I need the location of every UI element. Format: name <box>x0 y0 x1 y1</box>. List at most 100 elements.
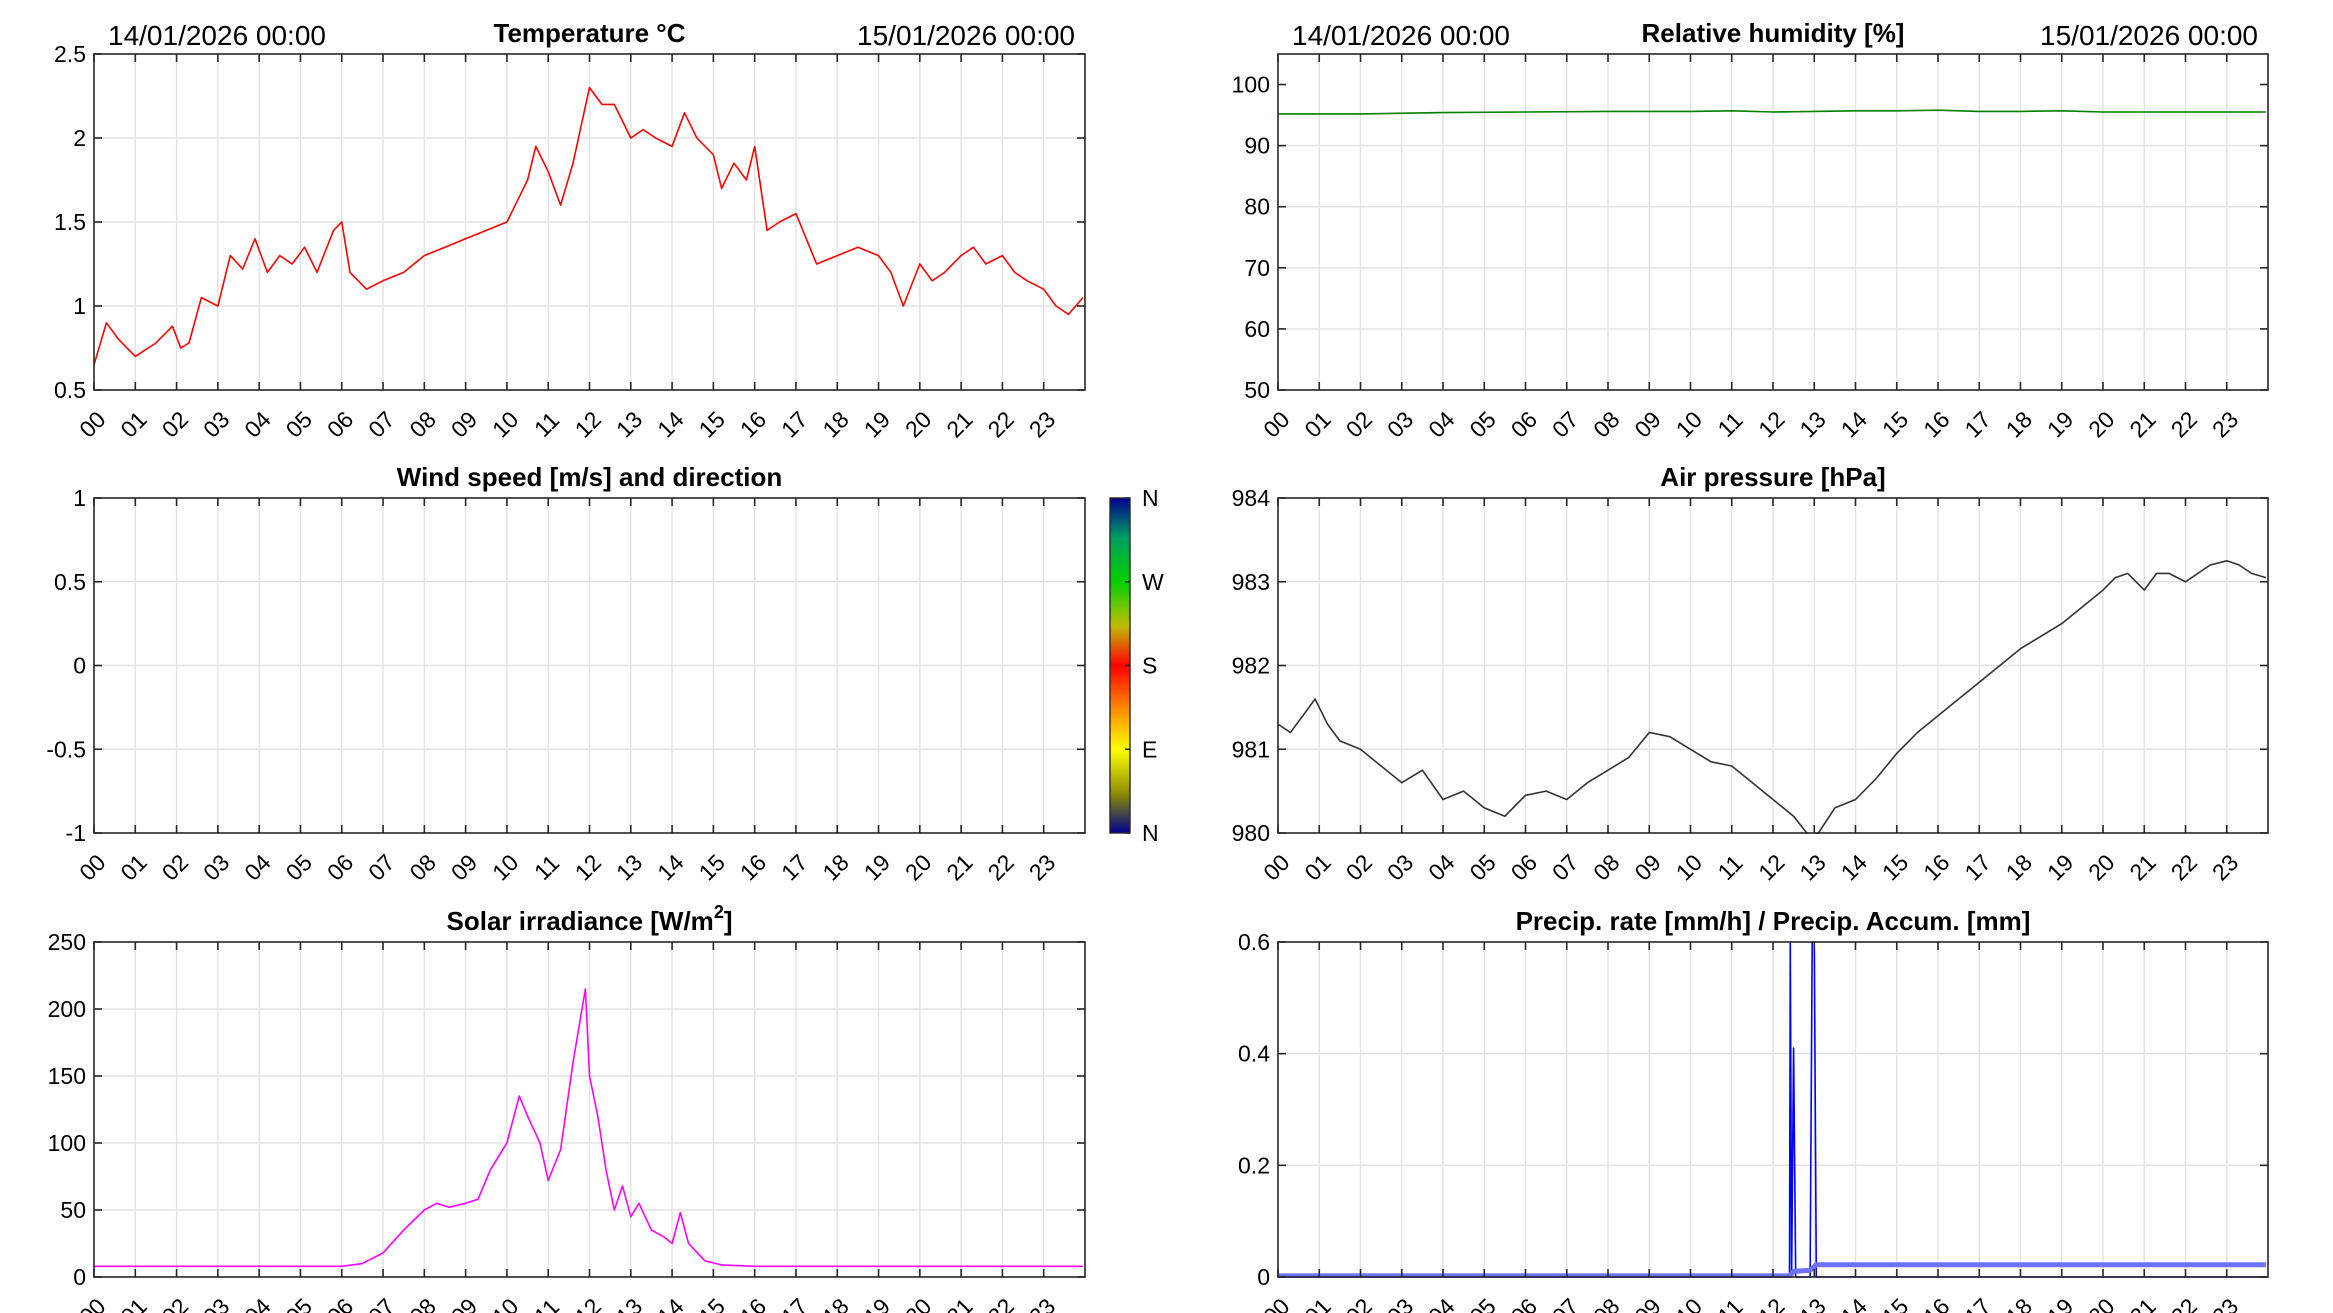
y-tick-label: 250 <box>48 929 86 955</box>
x-tick-label: 19 <box>2042 1293 2078 1313</box>
x-tick-label: 04 <box>1423 406 1460 443</box>
x-tick-label: 08 <box>404 849 440 885</box>
x-tick-label: 10 <box>1671 1293 1707 1313</box>
solar-grid <box>94 942 1085 1277</box>
solar-series-line <box>94 988 1083 1268</box>
y-tick-label: 200 <box>48 996 86 1022</box>
temperature-title: Temperature °C <box>494 18 686 48</box>
x-tick-label: 07 <box>363 849 399 885</box>
y-tick-label: 100 <box>48 1130 86 1156</box>
y-tick-label: 2.5 <box>54 41 86 67</box>
x-tick-label: 07 <box>363 406 399 442</box>
x-tick-label: 21 <box>2124 849 2160 885</box>
x-tick-label: 13 <box>1794 1293 1830 1313</box>
wind-direction-colorbar: N W S E N <box>1109 485 1164 846</box>
temperature-series-line <box>94 86 1084 366</box>
x-tick-label: 13 <box>1794 849 1830 885</box>
x-tick-label: 11 <box>529 407 564 442</box>
x-tick-label: 21 <box>2124 406 2160 442</box>
x-tick-label: 10 <box>487 406 523 442</box>
x-tick-label: 16 <box>735 849 771 885</box>
x-tick-label: 08 <box>1588 849 1624 885</box>
x-tick-label: 06 <box>1506 1293 1542 1313</box>
x-tick-label: 16 <box>735 406 771 442</box>
y-tick-label: 0.2 <box>1238 1152 1270 1178</box>
x-tick-label: 08 <box>1588 406 1624 442</box>
x-tick-label: 00 <box>1258 1293 1294 1313</box>
x-tick-label: 03 <box>198 406 234 442</box>
y-tick-label: 982 <box>1232 653 1270 679</box>
x-tick-label: 01 <box>115 1293 151 1313</box>
x-tick-label: 10 <box>487 849 523 885</box>
x-tick-label: 14 <box>1836 849 1873 886</box>
x-tick-label: 03 <box>1382 1293 1418 1313</box>
x-tick-label: 12 <box>570 1293 606 1313</box>
x-tick-label: 00 <box>1258 406 1294 442</box>
x-tick-label: 02 <box>1341 849 1377 885</box>
x-tick-label: 07 <box>1547 849 1583 885</box>
x-tick-label: 05 <box>1464 406 1500 442</box>
x-tick-label: 16 <box>1918 1293 1954 1313</box>
x-tick-label: 17 <box>1959 849 1995 885</box>
x-tick-label: 10 <box>487 1293 523 1313</box>
x-tick-label: 11 <box>1712 1294 1747 1313</box>
x-tick-label: 05 <box>281 1293 317 1313</box>
x-tick-label: 04 <box>239 849 276 886</box>
x-tick-label: 22 <box>983 849 1019 885</box>
humidity-date-start: 14/01/2026 00:00 <box>1292 20 1510 51</box>
x-tick-label: 17 <box>776 849 812 885</box>
x-tick-label: 09 <box>1629 1293 1665 1313</box>
x-tick-label: 02 <box>1341 1293 1377 1313</box>
x-tick-label: 22 <box>2166 406 2202 442</box>
humidity-date-end: 15/01/2026 00:00 <box>2040 20 2258 51</box>
x-tick-label: 04 <box>239 1293 276 1313</box>
wind-title: Wind speed [m/s] and direction <box>397 462 782 492</box>
y-tick-label: 50 <box>1244 377 1270 403</box>
x-tick-label: 12 <box>570 406 606 442</box>
x-tick-label: 06 <box>322 849 358 885</box>
x-tick-label: 18 <box>2001 849 2037 885</box>
x-tick-label: 01 <box>1299 1293 1335 1313</box>
x-tick-label: 23 <box>2207 406 2243 442</box>
x-tick-label: 04 <box>239 406 276 443</box>
x-tick-label: 20 <box>900 406 936 442</box>
x-tick-label: 18 <box>817 849 853 885</box>
x-tick-label: 15 <box>1877 406 1913 442</box>
x-tick-label: 11 <box>1712 850 1747 885</box>
x-tick-label: 21 <box>941 406 977 442</box>
x-tick-label: 15 <box>1877 849 1913 885</box>
solar-chart: 0 50 100 150 200 250 00 01 02 03 04 05 06 07 08 09 10 11 1… <box>48 902 1086 1313</box>
x-tick-label: 23 <box>2207 1293 2243 1313</box>
temperature-date-end: 15/01/2026 00:00 <box>857 20 1075 51</box>
x-tick-label: 09 <box>446 849 482 885</box>
x-tick-label: 12 <box>570 849 606 885</box>
x-tick-label: 00 <box>74 849 110 885</box>
y-tick-label: 983 <box>1232 569 1270 595</box>
y-tick-label: -1 <box>66 820 86 846</box>
x-tick-label: 10 <box>1671 406 1707 442</box>
colorbar-label: N <box>1142 485 1159 511</box>
x-tick-label: 08 <box>1588 1293 1624 1313</box>
x-tick-label: 07 <box>363 1293 399 1313</box>
x-tick-label: 12 <box>1753 406 1789 442</box>
x-tick-label: 14 <box>652 1293 689 1313</box>
y-tick-label: 0 <box>73 653 86 679</box>
x-tick-label: 22 <box>2166 1293 2202 1313</box>
x-tick-label: 17 <box>1959 406 1995 442</box>
humidity-grid <box>1278 54 2268 390</box>
y-tick-label: 981 <box>1232 736 1270 762</box>
x-tick-label: 17 <box>1959 1293 1995 1313</box>
y-tick-label: 100 <box>1232 72 1270 98</box>
x-tick-label: 05 <box>1464 849 1500 885</box>
y-tick-label: 1.5 <box>54 209 86 235</box>
x-tick-label: 20 <box>2083 849 2119 885</box>
x-tick-label: 06 <box>322 1293 358 1313</box>
x-tick-label: 11 <box>529 850 564 885</box>
x-tick-label: 20 <box>900 849 936 885</box>
x-tick-label: 19 <box>859 1293 895 1313</box>
x-tick-label: 02 <box>1341 406 1377 442</box>
x-tick-label: 22 <box>983 1293 1019 1313</box>
x-tick-label: 09 <box>446 1293 482 1313</box>
y-tick-label: 60 <box>1244 316 1270 342</box>
